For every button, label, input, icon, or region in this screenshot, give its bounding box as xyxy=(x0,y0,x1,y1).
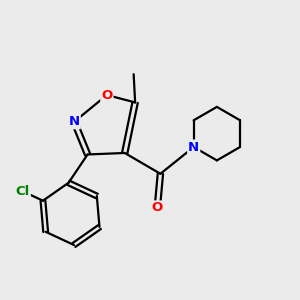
Text: O: O xyxy=(152,202,163,214)
Text: O: O xyxy=(101,88,112,101)
Text: N: N xyxy=(69,115,80,128)
Text: Cl: Cl xyxy=(16,185,30,198)
Text: N: N xyxy=(188,140,199,154)
